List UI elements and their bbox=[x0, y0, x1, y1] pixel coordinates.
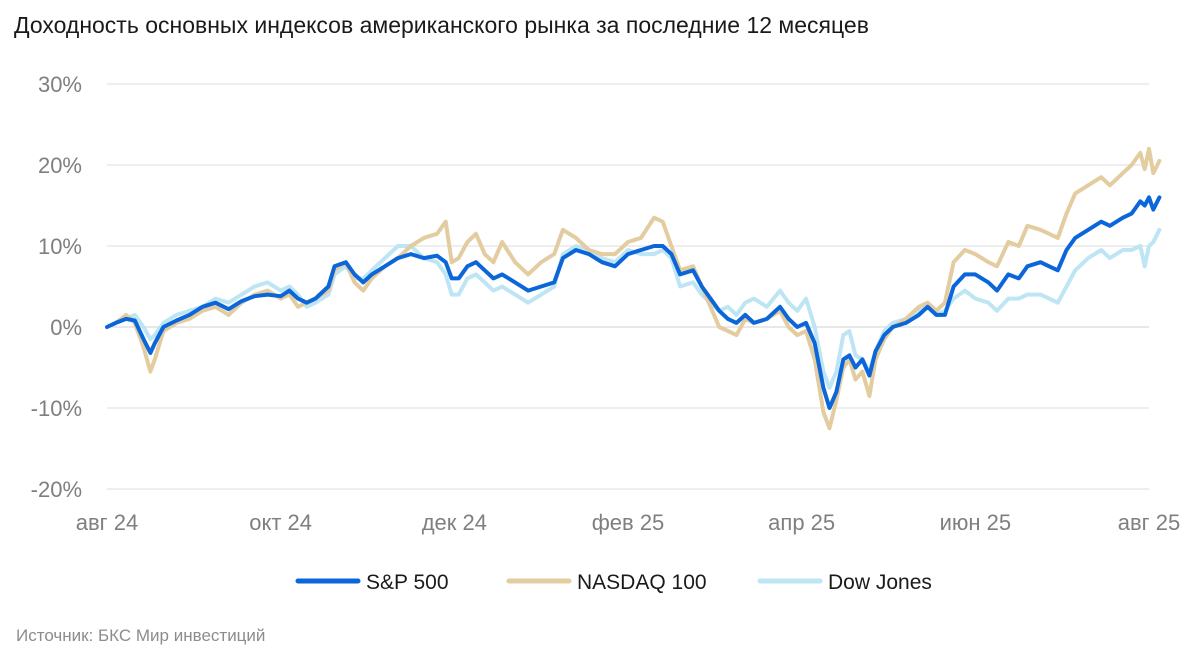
series-line-2 bbox=[105, 227, 1162, 390]
x-tick-label: авг 24 bbox=[76, 510, 139, 535]
source-note: Источник: БКС Мир инвестиций bbox=[16, 626, 266, 645]
x-tick-label: апр 25 bbox=[768, 510, 835, 535]
legend-label: S&P 500 bbox=[366, 571, 449, 594]
legend-label: NASDAQ 100 bbox=[577, 571, 707, 594]
legend-label: Dow Jones bbox=[828, 571, 932, 594]
y-tick-label: -20% bbox=[31, 477, 82, 502]
series-line-0 bbox=[105, 195, 1162, 410]
series-lines bbox=[105, 146, 1162, 431]
x-tick-label: дек 24 bbox=[422, 510, 487, 535]
y-tick-label: 10% bbox=[38, 234, 82, 259]
x-axis-tick-labels: авг 24 окт 24 дек 24 фев 25 апр 25 июн 25 авг … bbox=[76, 510, 1181, 535]
chart-title: Доходность основных индексов американско… bbox=[14, 12, 869, 38]
y-tick-label: 30% bbox=[38, 72, 82, 97]
y-tick-label: 20% bbox=[38, 153, 82, 178]
x-tick-label: июн 25 bbox=[940, 510, 1012, 535]
y-tick-label: -10% bbox=[31, 396, 82, 421]
gridlines bbox=[107, 83, 1149, 490]
series-line-1 bbox=[105, 146, 1162, 431]
y-axis-tick-labels: 30% 20% 10% 0% -10% -20% bbox=[31, 72, 82, 502]
y-tick-label: 0% bbox=[50, 315, 82, 340]
x-tick-label: авг 25 bbox=[1118, 510, 1181, 535]
legend: S&P 500 NASDAQ 100 Dow Jones bbox=[295, 571, 932, 594]
x-tick-label: фев 25 bbox=[592, 510, 665, 535]
x-tick-label: окт 24 bbox=[249, 510, 312, 535]
